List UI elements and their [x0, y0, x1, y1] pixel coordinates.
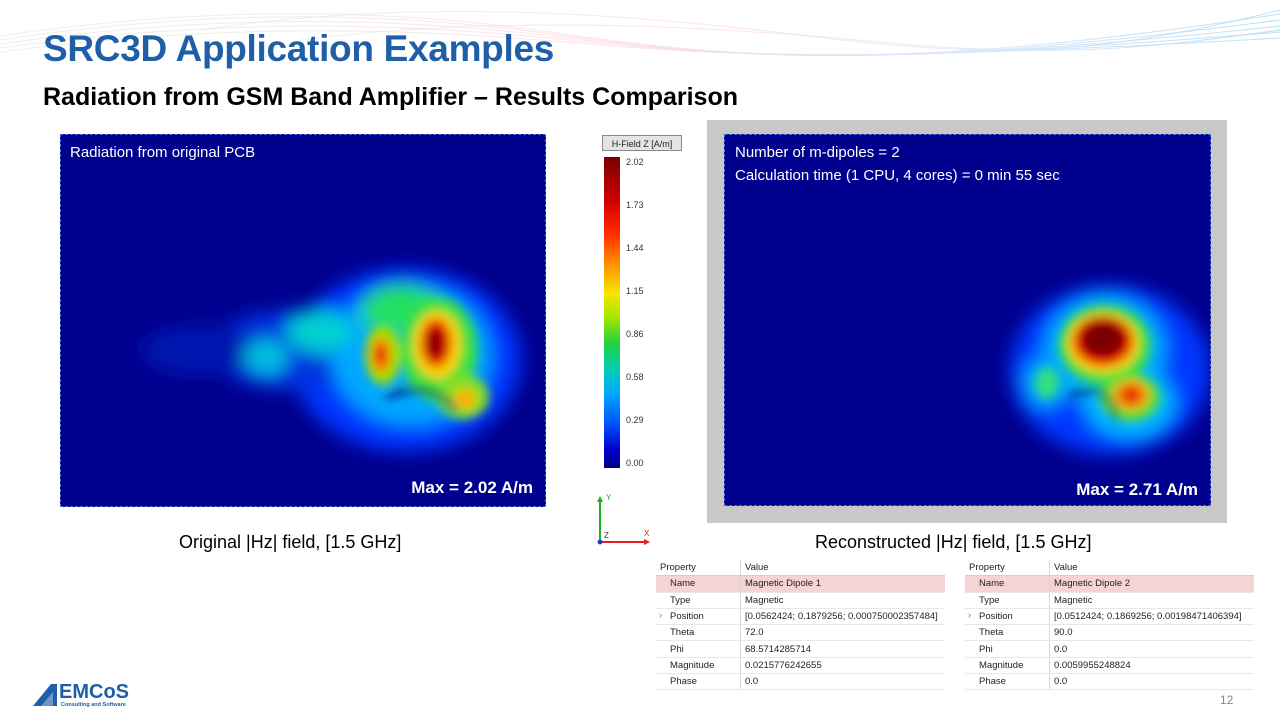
logo-tagline: Consulting and Software: [61, 702, 126, 708]
header-wave-decoration: [0, 9, 1280, 57]
colorbar-tick: 0.29: [626, 415, 644, 425]
colorbar-title: H-Field Z [A/m]: [602, 135, 682, 151]
table-row[interactable]: Type Magnetic: [965, 592, 1254, 609]
axis-y-label: Y: [606, 493, 612, 502]
table-row[interactable]: Name Magnetic Dipole 1: [656, 575, 945, 593]
colorbar-tick: 0.86: [626, 329, 644, 339]
property-value: [0.0562424; 0.1879256; 0.000750002357484…: [740, 608, 945, 626]
property-value: 72.0: [740, 624, 945, 642]
property-value: 90.0: [1049, 624, 1254, 642]
property-value: 0.0: [1049, 673, 1254, 691]
property-value: 0.0215776242655: [740, 657, 945, 675]
property-key: Phase: [965, 673, 1050, 691]
property-key: Position: [979, 611, 1013, 623]
property-key: Name: [965, 575, 1050, 593]
property-value: [0.0512424; 0.1869256; 0.00198471406394]: [1049, 608, 1254, 626]
property-value: 0.0059955248824: [1049, 657, 1254, 675]
colorbar-tick: 2.02: [626, 157, 644, 167]
table-row[interactable]: Theta 90.0: [965, 624, 1254, 642]
table-row[interactable]: Phi 0.0: [965, 640, 1254, 658]
table-row[interactable]: › Position [0.0562424; 0.1879256; 0.00075…: [656, 608, 945, 626]
property-value: Magnetic: [740, 592, 945, 609]
table-row[interactable]: Phase 0.0: [656, 673, 945, 691]
calculation-time-label: Calculation time (1 CPU, 4 cores) = 0 mi…: [735, 167, 1060, 184]
property-key: Theta: [965, 624, 1050, 642]
slide-subtitle: Radiation from GSM Band Amplifier – Resu…: [43, 83, 738, 111]
dipole-count-label: Number of m-dipoles = 2: [735, 144, 900, 161]
property-value: 68.5714285714: [740, 640, 945, 658]
logo-text: EMCoS: [59, 681, 129, 703]
colorbar-gradient: [604, 157, 620, 468]
column-header-property: Property: [965, 560, 1050, 577]
property-value: Magnetic: [1049, 592, 1254, 609]
axes-triad-icon: Y Z X: [597, 493, 650, 545]
slide-title: SRC3D Application Examples: [43, 28, 555, 69]
table-row[interactable]: Theta 72.0: [656, 624, 945, 642]
property-key: Phase: [656, 673, 741, 691]
reconstructed-field-caption: Reconstructed |Hz| field, [1.5 GHz]: [815, 532, 1092, 552]
max-value-label: Max = 2.71 A/m: [1076, 480, 1198, 499]
original-field-caption: Original |Hz| field, [1.5 GHz]: [179, 532, 402, 552]
reconstructed-field-heatmap: [1010, 285, 1210, 455]
property-value: Magnetic Dipole 2: [1049, 575, 1254, 593]
emcos-logo: EMCoS Consulting and Software: [33, 681, 129, 708]
reconstructed-field-plot: Number of m-dipoles = 2 Calculation time…: [724, 134, 1211, 506]
page-number: 12: [1220, 693, 1234, 707]
dipole-1-property-table: Property Value Name Magnetic Dipole 1 Ty…: [656, 560, 945, 691]
original-field-plot: Radiation from original PCB Max = 2.02 A…: [60, 134, 546, 507]
property-value: 0.0: [740, 673, 945, 691]
max-value-label: Max = 2.02 A/m: [411, 478, 533, 497]
property-key: Phi: [656, 640, 741, 658]
property-key: Phi: [965, 640, 1050, 658]
table-row[interactable]: Name Magnetic Dipole 2: [965, 575, 1254, 593]
property-key: Magnitude: [656, 657, 741, 675]
property-key: Type: [965, 592, 1050, 609]
colorbar-tick: 1.44: [626, 243, 644, 253]
colorbar-tick: 0.58: [626, 372, 644, 382]
column-header-value: Value: [740, 560, 945, 577]
property-value: 0.0: [1049, 640, 1254, 658]
table-row[interactable]: › Position [0.0512424; 0.1869256; 0.00198…: [965, 608, 1254, 626]
table-row[interactable]: Magnitude 0.0059955248824: [965, 657, 1254, 675]
dipole-2-property-table: Property Value Name Magnetic Dipole 2 Ty…: [965, 560, 1254, 691]
property-key: Magnitude: [965, 657, 1050, 675]
table-row[interactable]: Phi 68.5714285714: [656, 640, 945, 658]
property-key: Position: [670, 611, 704, 623]
property-key: Type: [656, 592, 741, 609]
colorbar-tick: 0.00: [626, 458, 644, 468]
property-key: Theta: [656, 624, 741, 642]
colorbar-tick: 1.73: [626, 200, 644, 210]
axis-z-label: Z: [604, 531, 609, 540]
chevron-right-icon[interactable]: ›: [968, 609, 972, 621]
original-field-heatmap: [141, 268, 521, 452]
column-header-value: Value: [1049, 560, 1254, 577]
plot-overlay-label: Radiation from original PCB: [70, 144, 256, 161]
table-row[interactable]: Magnitude 0.0215776242655: [656, 657, 945, 675]
chevron-right-icon[interactable]: ›: [659, 609, 663, 621]
axis-x-label: X: [644, 529, 650, 538]
colorbar-tick: 1.15: [626, 286, 644, 296]
property-key: Name: [656, 575, 741, 593]
table-row[interactable]: Type Magnetic: [656, 592, 945, 609]
column-header-property: Property: [656, 560, 741, 577]
table-row[interactable]: Phase 0.0: [965, 673, 1254, 691]
property-value: Magnetic Dipole 1: [740, 575, 945, 593]
